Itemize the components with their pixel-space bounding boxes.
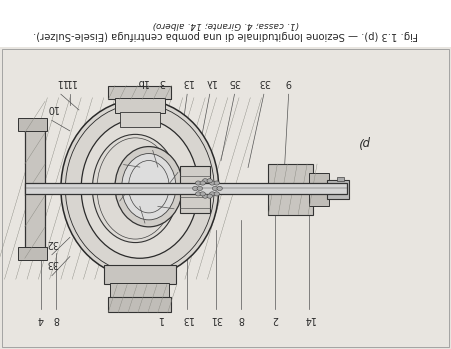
Text: 4: 4 xyxy=(37,314,44,324)
Text: p): p) xyxy=(359,135,371,148)
Text: 8: 8 xyxy=(238,314,244,324)
Ellipse shape xyxy=(122,154,176,220)
Bar xyxy=(108,297,171,312)
Circle shape xyxy=(195,181,201,185)
Circle shape xyxy=(210,192,215,196)
Bar xyxy=(25,183,347,194)
Text: Fig. 1.3 (p). — Sezione longitudinale di una pomba centrifuga (Eisele-Sulzer).: Fig. 1.3 (p). — Sezione longitudinale di… xyxy=(33,30,418,40)
Ellipse shape xyxy=(92,134,178,243)
Bar xyxy=(110,283,169,298)
Text: 11: 11 xyxy=(55,77,67,87)
Bar xyxy=(115,98,165,113)
Circle shape xyxy=(197,186,202,191)
Text: 32: 32 xyxy=(46,238,58,247)
Text: 33: 33 xyxy=(46,259,58,268)
Text: (1. cassa; 4. Girante; 14. albero): (1. cassa; 4. Girante; 14. albero) xyxy=(152,20,299,29)
Circle shape xyxy=(195,192,201,196)
Circle shape xyxy=(214,181,220,185)
Text: 11: 11 xyxy=(64,77,76,87)
Bar xyxy=(104,265,176,284)
Ellipse shape xyxy=(115,147,183,227)
Circle shape xyxy=(202,179,208,183)
Circle shape xyxy=(200,192,205,196)
Bar xyxy=(0,47,451,349)
Circle shape xyxy=(202,194,208,198)
Text: 13: 13 xyxy=(181,314,193,324)
Bar xyxy=(120,112,160,127)
Text: 33: 33 xyxy=(258,77,270,87)
Bar xyxy=(25,119,45,258)
Bar xyxy=(18,247,47,260)
Text: 35: 35 xyxy=(228,77,241,87)
Bar xyxy=(268,164,313,215)
Circle shape xyxy=(207,179,212,183)
Ellipse shape xyxy=(81,119,198,258)
Circle shape xyxy=(210,181,215,185)
Text: 14: 14 xyxy=(303,314,315,324)
Bar xyxy=(0,0,451,47)
Circle shape xyxy=(207,194,212,198)
Bar xyxy=(309,173,329,206)
Bar xyxy=(18,118,47,131)
Circle shape xyxy=(214,192,220,196)
Text: 3: 3 xyxy=(159,77,166,87)
Text: 1λ: 1λ xyxy=(204,77,216,87)
Text: 9: 9 xyxy=(285,77,292,87)
Text: 10: 10 xyxy=(46,103,58,113)
Text: 1: 1 xyxy=(157,314,163,324)
Bar xyxy=(337,177,344,181)
Text: 31: 31 xyxy=(210,314,223,324)
Bar xyxy=(327,180,349,199)
Circle shape xyxy=(193,186,198,191)
Circle shape xyxy=(217,186,222,191)
Bar xyxy=(180,166,210,213)
Circle shape xyxy=(212,186,218,191)
Text: 13: 13 xyxy=(181,77,193,87)
Circle shape xyxy=(200,181,205,185)
Bar xyxy=(2,49,449,347)
Text: 8: 8 xyxy=(53,314,60,324)
Ellipse shape xyxy=(61,99,219,277)
Text: 1b: 1b xyxy=(136,77,148,87)
Text: 2: 2 xyxy=(272,314,278,324)
Bar xyxy=(108,86,171,99)
